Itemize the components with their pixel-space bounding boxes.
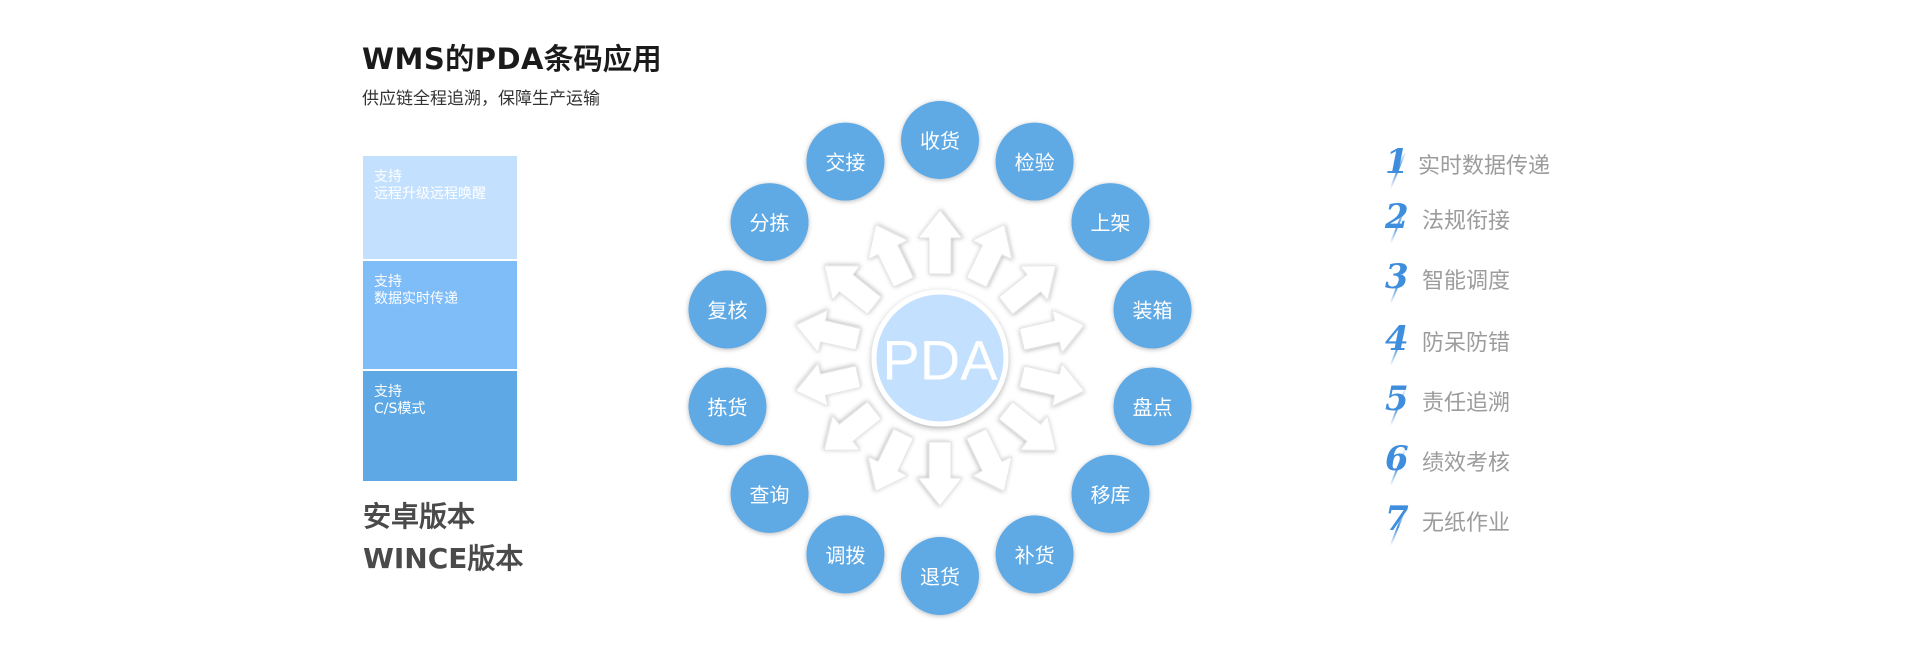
arrow (823, 265, 882, 315)
arrow (867, 428, 915, 493)
pda-hub-label: PDA (882, 329, 998, 392)
process-node-label: 盘点 (1133, 396, 1173, 420)
arrow (998, 401, 1057, 451)
feature-number: 7 (1385, 499, 1409, 539)
feature-label: 实时数据传递 (1418, 154, 1551, 179)
process-node (730, 183, 809, 262)
feature-number: 3 (1385, 257, 1409, 297)
process-node-label: 退货 (920, 565, 960, 589)
process-node (1071, 183, 1150, 262)
process-node (730, 454, 809, 533)
arrow (965, 223, 1013, 288)
process-node-label: 分拣 (750, 211, 790, 235)
process-node (688, 270, 767, 349)
arrow (916, 209, 964, 275)
process-node-label: 补货 (1015, 543, 1055, 567)
process-node (1071, 454, 1150, 533)
feature-number: 1 (1385, 142, 1409, 182)
feature-label: 防呆防错 (1422, 331, 1511, 356)
process-node (1113, 367, 1192, 446)
support-block-heading: 支持 (374, 384, 402, 400)
page-subtitle: 供应链全程追溯，保障生产运输 (362, 89, 600, 109)
arrow (794, 308, 862, 354)
process-node (688, 367, 767, 446)
process-node-label: 复核 (707, 298, 747, 322)
version-android: 安卓版本 (363, 500, 476, 533)
process-node-label: 收货 (920, 129, 960, 153)
arrow (998, 265, 1057, 315)
feature-label: 责任追溯 (1422, 391, 1511, 416)
support-block-heading: 支持 (374, 169, 402, 185)
process-node-label: 拣货 (707, 396, 747, 420)
process-node-label: 交接 (825, 151, 865, 175)
process-node (901, 101, 979, 179)
process-node (995, 515, 1074, 594)
support-block-heading: 支持 (374, 274, 402, 290)
process-node-label: 移库 (1090, 483, 1130, 507)
arrow (1018, 362, 1086, 408)
support-block-text: C/S模式 (374, 401, 426, 417)
support-block-text: 数据实时传递 (374, 291, 458, 307)
process-node (1113, 270, 1192, 349)
feature-number: 4 (1385, 319, 1409, 359)
support-block-cs-mode: 支持 C/S模式 (363, 371, 517, 481)
feature-label: 无纸作业 (1422, 511, 1511, 536)
arrow (794, 362, 862, 408)
arrow (1018, 308, 1086, 354)
arrow-group (794, 209, 1086, 507)
page-title: WMS的PDA条码应用 (362, 42, 663, 76)
arrow (916, 441, 964, 507)
process-node-label: 调拨 (825, 543, 865, 567)
feature-number: 5 (1385, 379, 1409, 419)
support-block-remote: 支持 远程升级远程唤醒 (363, 156, 517, 259)
arrow (823, 401, 882, 451)
feature-label: 法规衔接 (1422, 209, 1511, 234)
pda-hub-circle (871, 289, 1009, 427)
process-node-label: 检验 (1015, 151, 1055, 175)
feature-label: 绩效考核 (1422, 451, 1511, 476)
process-node (806, 122, 885, 201)
process-node (901, 537, 979, 615)
version-wince: WINCE版本 (363, 542, 524, 575)
feature-number: 2 (1385, 197, 1409, 237)
process-node-label: 装箱 (1133, 298, 1173, 322)
arrow (867, 223, 915, 288)
process-node-label: 查询 (750, 483, 790, 507)
feature-label: 智能调度 (1422, 269, 1511, 294)
support-block-text: 远程升级远程唤醒 (374, 186, 486, 202)
feature-number: 6 (1385, 439, 1409, 479)
process-node-label: 上架 (1090, 211, 1130, 235)
process-node (995, 122, 1074, 201)
support-block-realtime: 支持 数据实时传递 (363, 261, 517, 369)
arrow (965, 428, 1013, 493)
process-node (806, 515, 885, 594)
